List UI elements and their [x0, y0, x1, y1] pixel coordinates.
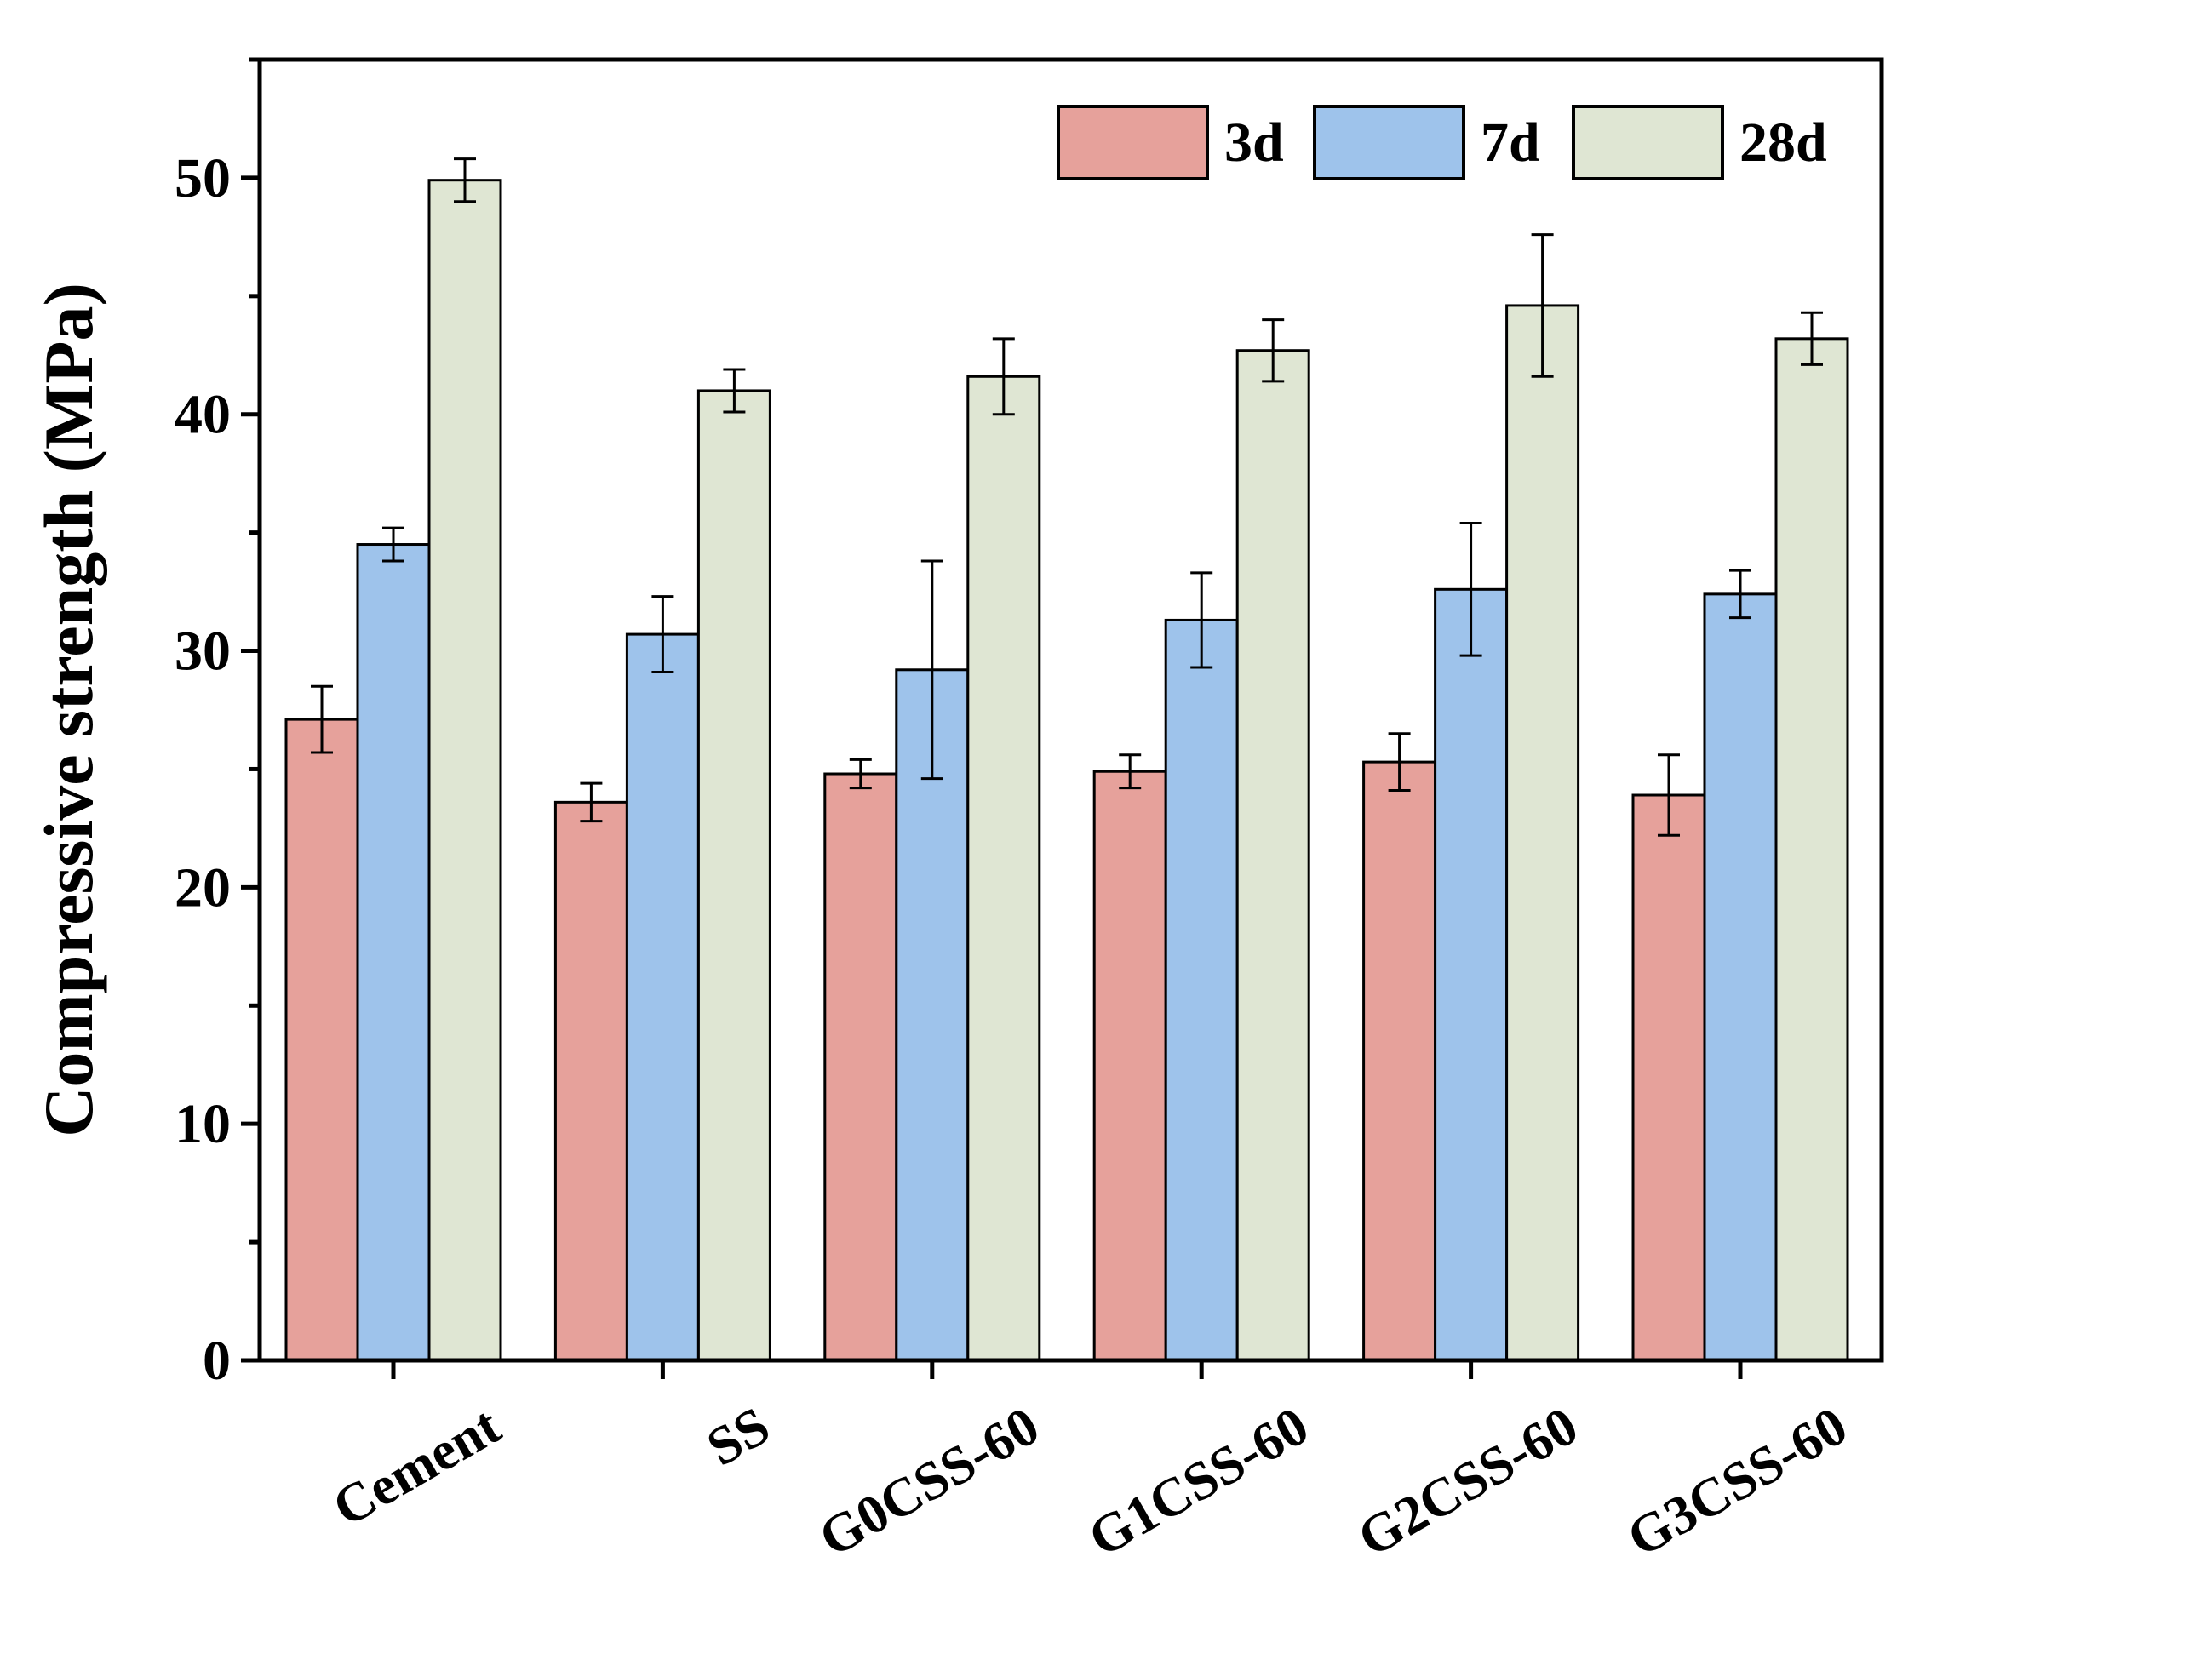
y-axis-label: Compressive strength (MPa) [30, 283, 107, 1137]
error-bar-G3CSS-60-28d [1801, 311, 1823, 366]
error-bar-G2CSS-60-3d [1388, 732, 1411, 792]
error-bar-G0CSS-60-28d [992, 337, 1015, 416]
x-tick-label: G0CSS-60 [809, 1395, 1049, 1569]
bar-G0CSS-60-7d [895, 668, 970, 1362]
legend-label-28d: 28d [1739, 112, 1827, 174]
x-tick-label: G1CSS-60 [1078, 1395, 1318, 1569]
bars-layer [284, 179, 1849, 1362]
legend-swatch-3d [1057, 105, 1209, 180]
error-bars-layer [311, 157, 1823, 837]
error-bar-SS-3d [580, 781, 603, 823]
legend-swatch-28d [1572, 105, 1724, 180]
bar-SS-28d [696, 389, 771, 1362]
error-bar-G1CSS-60-7d [1190, 571, 1213, 669]
bar-G3CSS-60-28d [1774, 337, 1849, 1362]
bar-G2CSS-60-3d [1362, 760, 1437, 1362]
bar-G2CSS-60-7d [1434, 587, 1509, 1362]
error-bar-G0CSS-60-3d [849, 758, 872, 790]
legend-label-7d: 7d [1481, 112, 1540, 174]
x-tick-label: SS [696, 1395, 779, 1478]
plot-frame [257, 57, 1884, 1363]
legend-swatch-7d [1313, 105, 1465, 180]
y-tick-label: 20 [175, 856, 231, 919]
bar-G3CSS-60-3d [1631, 793, 1706, 1362]
legend-label-3d: 3d [1224, 112, 1284, 174]
y-tick-label: 40 [175, 384, 231, 446]
bar-G1CSS-60-3d [1092, 770, 1167, 1362]
y-tick-label: 50 [175, 147, 231, 209]
error-bar-Cement-7d [382, 526, 404, 563]
legend: 3d 7d 28d [1057, 105, 1827, 180]
error-bar-G3CSS-60-7d [1729, 569, 1751, 620]
error-bar-Cement-28d [454, 157, 476, 203]
bar-Cement-28d [427, 179, 502, 1362]
bar-G0CSS-60-3d [823, 772, 898, 1362]
bar-Cement-7d [356, 543, 431, 1362]
bar-G1CSS-60-28d [1235, 349, 1310, 1362]
bar-G1CSS-60-7d [1164, 618, 1239, 1362]
y-tick-label: 30 [175, 621, 231, 683]
bar-SS-3d [553, 800, 628, 1362]
error-bar-G0CSS-60-7d [920, 559, 943, 781]
bar-Cement-3d [284, 718, 359, 1362]
x-tick-label: G2CSS-60 [1348, 1395, 1588, 1569]
bar-G2CSS-60-28d [1505, 304, 1580, 1362]
y-tick-label: 0 [203, 1330, 231, 1392]
error-bar-G2CSS-60-28d [1531, 233, 1554, 378]
error-bar-SS-28d [723, 368, 746, 414]
error-bar-SS-7d [651, 595, 674, 674]
x-tick-label: Cement [323, 1394, 511, 1537]
error-bar-G2CSS-60-7d [1459, 522, 1482, 657]
error-bar-G1CSS-60-28d [1262, 318, 1285, 383]
y-tick-label: 10 [175, 1093, 231, 1155]
x-tick-label: G3CSS-60 [1617, 1395, 1857, 1569]
error-bar-Cement-3d [311, 684, 333, 754]
bar-G3CSS-60-7d [1703, 592, 1778, 1362]
error-bar-G3CSS-60-3d [1658, 753, 1680, 837]
bar-SS-7d [625, 632, 700, 1362]
bar-G0CSS-60-28d [966, 375, 1041, 1362]
error-bar-G1CSS-60-3d [1119, 753, 1142, 790]
